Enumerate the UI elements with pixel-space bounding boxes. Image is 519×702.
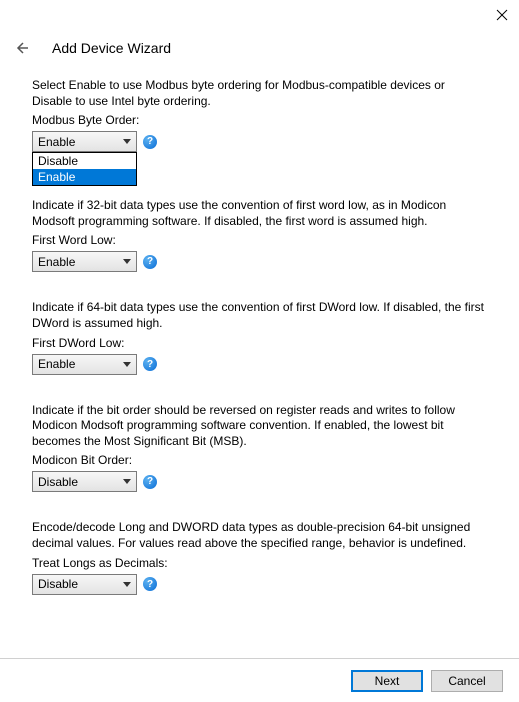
bit-order-value: Disable (38, 475, 78, 489)
first-dword-select[interactable]: Enable (32, 354, 137, 375)
first-word-label: First Word Low: (32, 233, 487, 247)
treat-longs-value: Disable (38, 577, 78, 591)
byte-order-value: Enable (38, 135, 75, 149)
section-bit-order: Indicate if the bit order should be reve… (32, 403, 487, 493)
section-treat-longs: Encode/decode Long and DWORD data types … (32, 520, 487, 594)
bit-order-desc: Indicate if the bit order should be reve… (32, 403, 487, 450)
help-icon[interactable]: ? (143, 357, 157, 371)
option-enable[interactable]: Enable (33, 169, 136, 185)
chevron-down-icon (119, 575, 134, 594)
first-dword-desc: Indicate if 64-bit data types use the co… (32, 300, 487, 331)
first-dword-control: Enable ? (32, 354, 487, 375)
treat-longs-control: Disable ? (32, 574, 487, 595)
cancel-button[interactable]: Cancel (431, 670, 503, 692)
wizard-title: Add Device Wizard (52, 40, 171, 56)
byte-order-select[interactable]: Enable (32, 131, 137, 152)
wizard-header: Add Device Wizard (0, 30, 519, 78)
chevron-down-icon (119, 252, 134, 271)
byte-order-dropdown: Disable Enable (32, 152, 137, 186)
section-byte-order: Select Enable to use Modbus byte orderin… (32, 78, 487, 152)
section-first-word: Indicate if 32-bit data types use the co… (32, 198, 487, 272)
chevron-down-icon (119, 355, 134, 374)
first-word-control: Enable ? (32, 251, 487, 272)
help-icon[interactable]: ? (143, 135, 157, 149)
first-dword-value: Enable (38, 357, 75, 371)
first-word-value: Enable (38, 255, 75, 269)
first-word-desc: Indicate if 32-bit data types use the co… (32, 198, 487, 229)
treat-longs-label: Treat Longs as Decimals: (32, 556, 487, 570)
back-button[interactable] (12, 38, 32, 58)
first-word-select[interactable]: Enable (32, 251, 137, 272)
close-button[interactable] (493, 6, 511, 24)
help-icon[interactable]: ? (143, 577, 157, 591)
treat-longs-select[interactable]: Disable (32, 574, 137, 595)
byte-order-label: Modbus Byte Order: (32, 113, 487, 127)
chevron-down-icon (119, 132, 134, 151)
chevron-down-icon (119, 472, 134, 491)
bit-order-select[interactable]: Disable (32, 471, 137, 492)
content-area: Select Enable to use Modbus byte orderin… (0, 78, 519, 595)
help-icon[interactable]: ? (143, 255, 157, 269)
next-button[interactable]: Next (351, 670, 423, 692)
titlebar (0, 0, 519, 30)
treat-longs-desc: Encode/decode Long and DWORD data types … (32, 520, 487, 551)
wizard-footer: Next Cancel (0, 658, 519, 702)
byte-order-control: Enable ? Disable Enable (32, 131, 487, 152)
section-first-dword: Indicate if 64-bit data types use the co… (32, 300, 487, 374)
bit-order-label: Modicon Bit Order: (32, 453, 487, 467)
first-dword-label: First DWord Low: (32, 336, 487, 350)
help-icon[interactable]: ? (143, 475, 157, 489)
bit-order-control: Disable ? (32, 471, 487, 492)
option-disable[interactable]: Disable (33, 153, 136, 169)
byte-order-desc: Select Enable to use Modbus byte orderin… (32, 78, 487, 109)
